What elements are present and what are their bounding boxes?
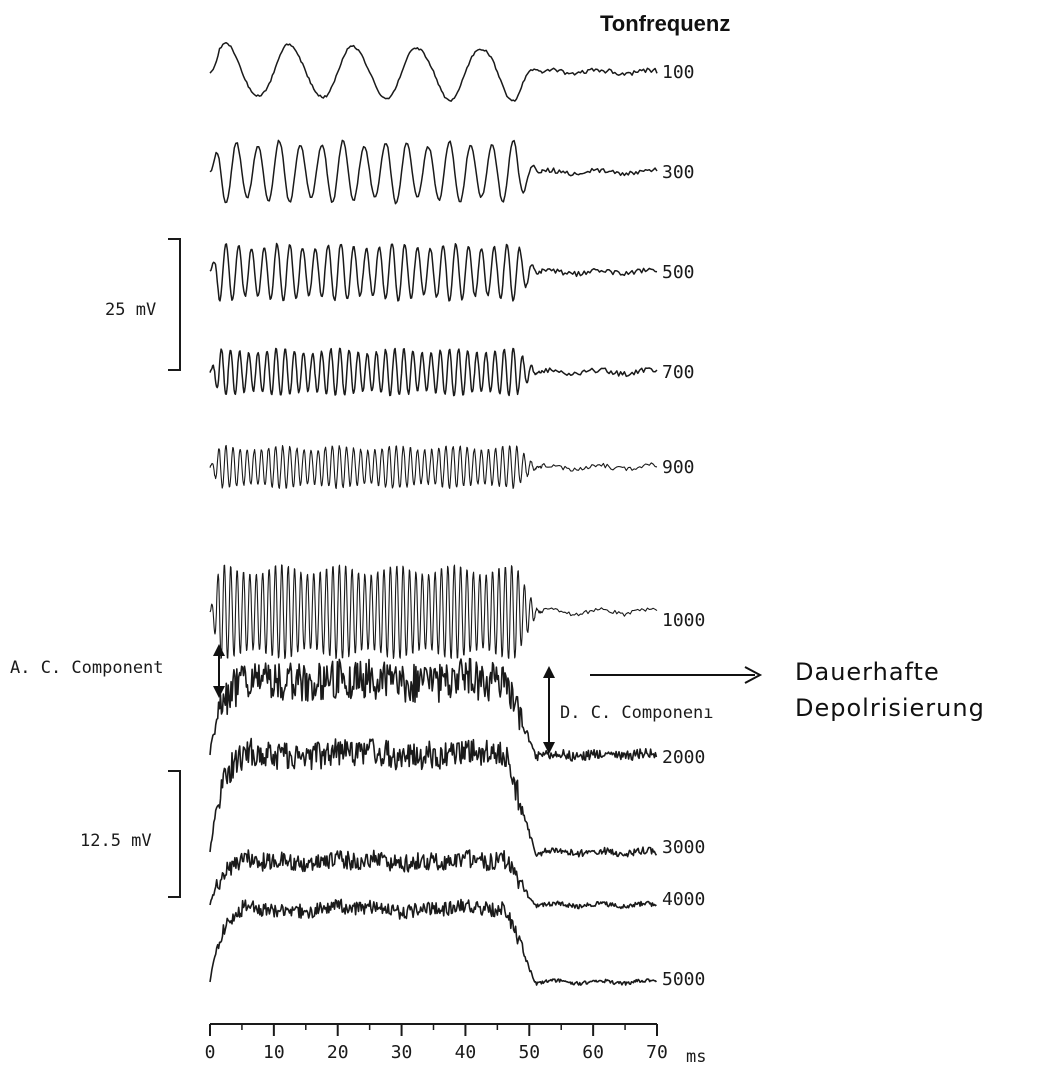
trace-label-4000: 4000	[662, 889, 705, 910]
x-tick-label-0: 0	[205, 1042, 216, 1063]
trace-label-2000: 2000	[662, 747, 705, 768]
dc-component-annotation: D. C. Componenı	[543, 666, 714, 754]
chart-title: Tonfrequenz	[600, 11, 730, 36]
x-tick-label-30: 30	[391, 1042, 413, 1063]
trace-2000	[209, 657, 658, 762]
trace-label-700: 700	[662, 362, 695, 383]
trace-label-3000: 3000	[662, 837, 705, 858]
trace-5000	[209, 898, 657, 986]
scale-bar-25mv: 25 mV	[105, 238, 181, 371]
annotation-line-1: Dauerhafte	[795, 658, 940, 686]
trace-label-100: 100	[662, 62, 695, 83]
scale-bar-label: 25 mV	[105, 300, 156, 320]
x-tick-label-40: 40	[455, 1042, 477, 1063]
trace-label-5000: 5000	[662, 969, 705, 990]
x-tick-label-50: 50	[518, 1042, 540, 1063]
ac-component-annotation: A. C. Component	[10, 644, 225, 698]
ac-component-label: A. C. Component	[10, 658, 164, 678]
trace-label-500: 500	[662, 262, 695, 283]
traces-group	[209, 41, 658, 986]
annotation-line-2: Depolrisierung	[795, 694, 985, 722]
trace-100	[209, 41, 658, 102]
trace-900	[209, 444, 658, 490]
x-axis: 0 10 20 30 40 50 60 70 ms	[205, 1023, 706, 1067]
trace-label-300: 300	[662, 162, 695, 183]
trace-label-900: 900	[662, 457, 695, 478]
scale-bar-12-5mv: 12.5 mV	[80, 770, 181, 898]
x-tick-label-70: 70	[646, 1042, 668, 1063]
x-tick-label-60: 60	[582, 1042, 604, 1063]
x-tick-label-10: 10	[263, 1042, 285, 1063]
trace-300	[209, 139, 658, 205]
handwritten-annotation: Dauerhafte Depolrisierung	[590, 658, 985, 722]
trace-700	[209, 347, 658, 397]
trace-3000	[209, 737, 658, 858]
trace-500	[209, 242, 658, 302]
trace-4000	[209, 849, 657, 910]
trace-labels-group: 100 300 500 700 900 1000 2000 3000 4000 5000	[662, 62, 705, 990]
x-axis-unit: ms	[686, 1047, 706, 1067]
trace-1000	[209, 564, 658, 660]
trace-label-1000: 1000	[662, 610, 705, 631]
scale-bar-label: 12.5 mV	[80, 831, 152, 851]
dc-component-label: D. C. Componenı	[560, 703, 714, 723]
x-ticks-group: 0 10 20 30 40 50 60 70	[205, 1024, 668, 1063]
x-tick-label-20: 20	[327, 1042, 349, 1063]
